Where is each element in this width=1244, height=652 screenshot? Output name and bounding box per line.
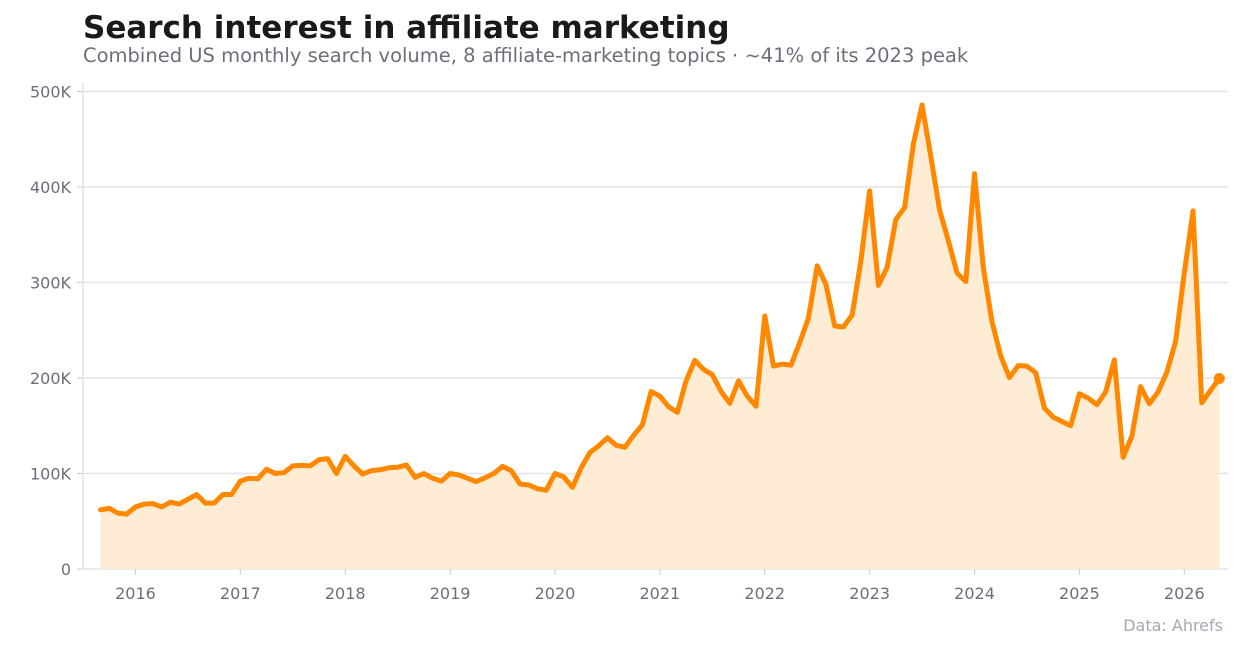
x-axis: 2016 2017 2018 2019 2020 2021 2022 2023 2024 2025… [83,568,1228,603]
x-tick-label: 2024 [954,584,995,603]
y-tick-label: 100K [30,465,72,484]
source-note: Data: Ahrefs [1123,616,1223,635]
x-tick-label: 2018 [325,584,366,603]
x-tick-label: 2020 [535,584,576,603]
y-tick-label: 400K [30,178,72,197]
x-tick-label: 2021 [640,584,681,603]
y-axis: 0 100K 200K 300K 400K 500K [30,82,84,579]
y-tick-label: 200K [30,369,72,388]
x-tick-label: 2025 [1059,584,1100,603]
x-tick-label: 2022 [744,584,785,603]
x-tick-label: 2023 [849,584,890,603]
x-tick-label: 2026 [1164,584,1205,603]
series-line [97,102,1222,517]
series-area-fill [100,104,1220,570]
chart-subtitle: Combined US monthly search volume, 8 aff… [83,44,969,67]
y-tick-label: 0 [61,560,71,579]
x-tick-label: 2017 [220,584,261,603]
latest-point-marker [1213,372,1225,384]
chart-title: Search interest in affiliate marketing [83,10,730,46]
plot-area [97,102,1225,570]
y-tick-label: 500K [30,83,72,102]
x-tick-label: 2016 [115,584,156,603]
y-tick-label: 300K [30,274,72,293]
x-tick-label: 2019 [430,584,471,603]
